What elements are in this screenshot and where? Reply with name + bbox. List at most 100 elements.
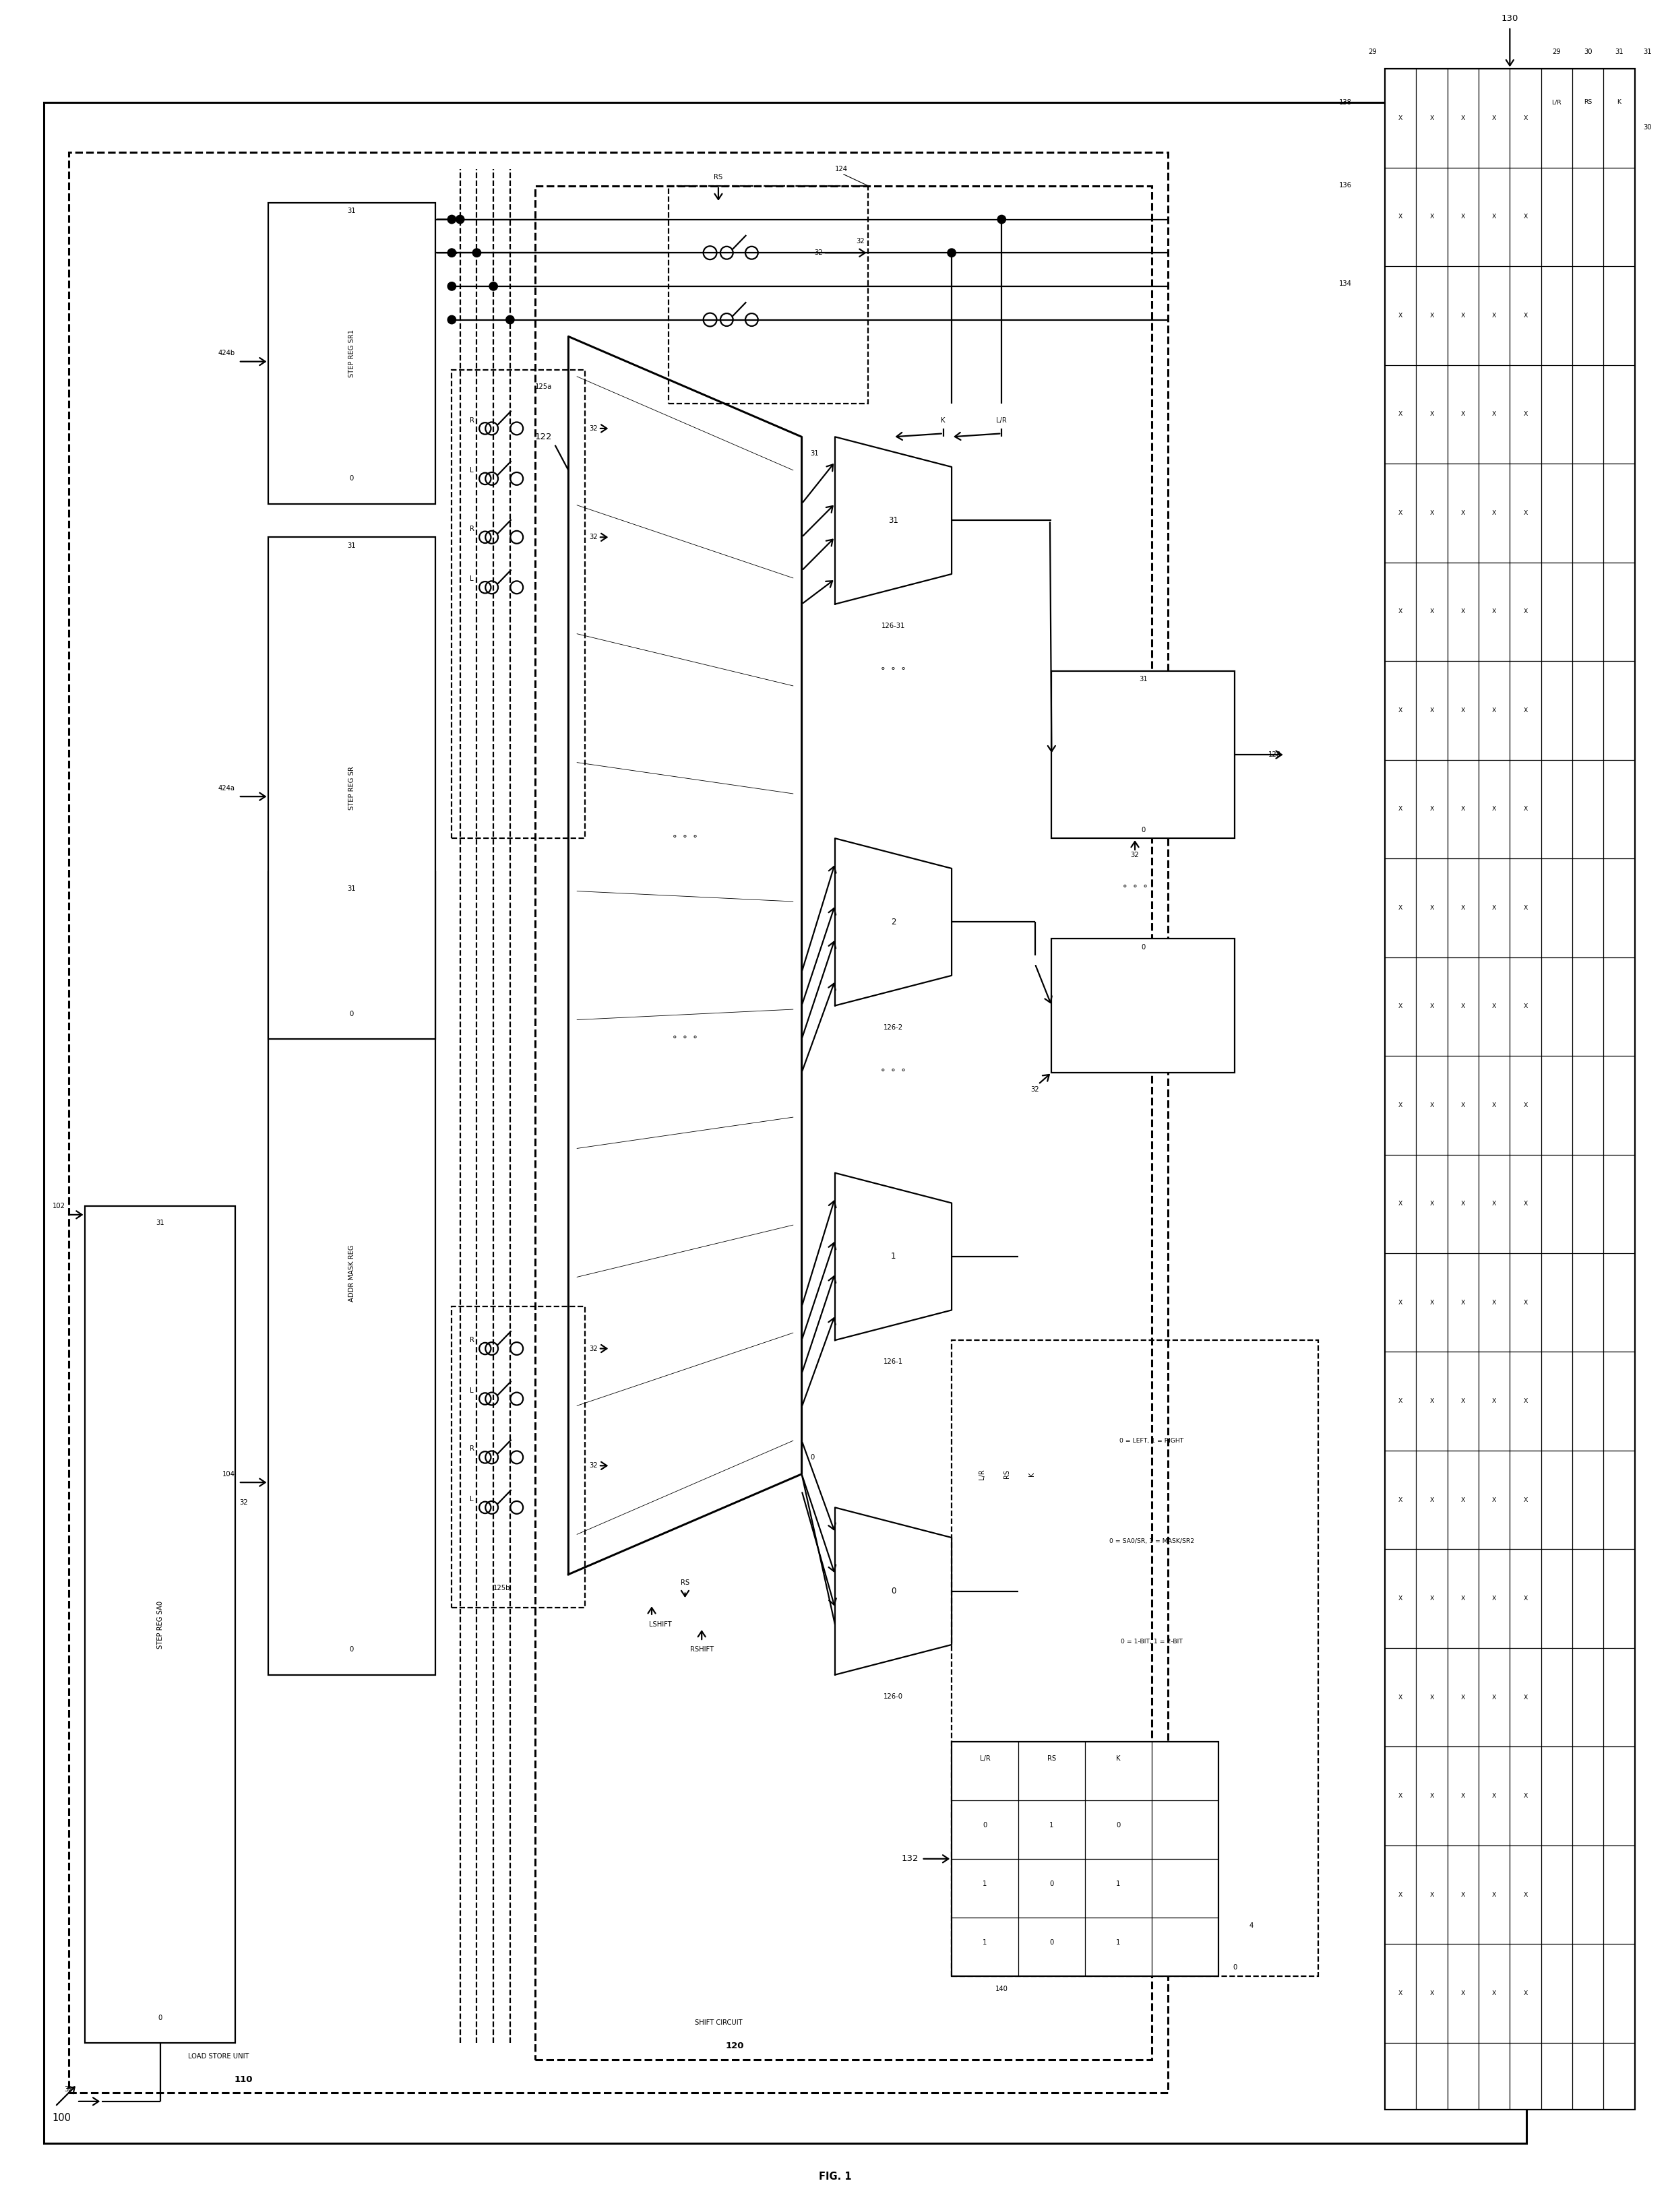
Text: 0: 0 xyxy=(1049,1940,1054,1947)
Text: X: X xyxy=(1461,1298,1465,1305)
Text: X: X xyxy=(1491,1298,1496,1305)
Text: L/R: L/R xyxy=(980,1754,990,1761)
Text: X: X xyxy=(1398,805,1403,812)
Text: X: X xyxy=(1430,1201,1435,1208)
Text: °  °  °: ° ° ° xyxy=(1122,885,1147,894)
Bar xyxy=(1052,670,1234,838)
Text: X: X xyxy=(1430,1398,1435,1405)
Text: X: X xyxy=(1523,805,1528,812)
Text: L: L xyxy=(469,1387,474,1394)
Text: 31: 31 xyxy=(347,885,356,891)
Text: X: X xyxy=(1491,215,1496,219)
Text: 424b: 424b xyxy=(219,349,235,356)
Text: °  °  °: ° ° ° xyxy=(880,666,905,675)
Text: L/R: L/R xyxy=(1551,100,1561,106)
Bar xyxy=(453,369,584,838)
Text: X: X xyxy=(1523,1298,1528,1305)
Text: X: X xyxy=(1523,1891,1528,1898)
Text: 32: 32 xyxy=(590,1345,598,1352)
Text: X: X xyxy=(1491,905,1496,911)
Text: X: X xyxy=(1461,1498,1465,1502)
Text: 31: 31 xyxy=(155,1219,164,1225)
Text: 31: 31 xyxy=(1643,49,1652,55)
Text: 32: 32 xyxy=(813,250,823,257)
Text: X: X xyxy=(1461,1004,1465,1009)
Text: X: X xyxy=(1430,1694,1435,1701)
Text: RS: RS xyxy=(681,1579,690,1586)
Text: 2: 2 xyxy=(890,918,895,927)
Text: X: X xyxy=(1398,1102,1403,1108)
Text: 140: 140 xyxy=(995,1986,1009,1993)
Circle shape xyxy=(448,283,456,290)
Text: X: X xyxy=(1523,1498,1528,1502)
Circle shape xyxy=(489,283,498,290)
Text: X: X xyxy=(1461,1794,1465,1798)
Bar xyxy=(269,538,436,1040)
Text: 0: 0 xyxy=(890,1586,895,1595)
Text: X: X xyxy=(1461,312,1465,319)
Circle shape xyxy=(997,215,1005,223)
Text: L: L xyxy=(469,1495,474,1502)
Text: X: X xyxy=(1491,1595,1496,1601)
Text: 0: 0 xyxy=(1141,827,1146,834)
Text: X: X xyxy=(1491,805,1496,812)
Text: 4: 4 xyxy=(1249,1922,1254,1929)
Text: 122: 122 xyxy=(534,434,551,440)
Text: 32: 32 xyxy=(590,425,598,431)
Text: X: X xyxy=(1523,1794,1528,1798)
Text: K: K xyxy=(1029,1471,1035,1475)
Text: X: X xyxy=(1461,1102,1465,1108)
Text: X: X xyxy=(1461,411,1465,418)
Text: X: X xyxy=(1398,115,1403,122)
Bar xyxy=(952,1340,1318,1975)
Text: X: X xyxy=(1430,411,1435,418)
Text: X: X xyxy=(1461,1891,1465,1898)
Text: X: X xyxy=(1461,905,1465,911)
Text: X: X xyxy=(1461,511,1465,515)
Text: K: K xyxy=(1617,100,1622,106)
Text: X: X xyxy=(1461,1595,1465,1601)
Text: 1: 1 xyxy=(1049,1823,1054,1829)
Text: X: X xyxy=(1430,1891,1435,1898)
Text: 130: 130 xyxy=(1501,13,1518,22)
Text: 31: 31 xyxy=(347,208,356,215)
Text: 31: 31 xyxy=(347,542,356,549)
Bar xyxy=(534,186,1152,2059)
Bar xyxy=(269,872,436,1674)
Text: 32: 32 xyxy=(590,1462,598,1469)
Text: X: X xyxy=(1430,1004,1435,1009)
Text: X: X xyxy=(1491,1794,1496,1798)
Text: X: X xyxy=(1523,1991,1528,1997)
Text: 0: 0 xyxy=(349,476,354,482)
Text: 136: 136 xyxy=(1339,181,1351,188)
Text: X: X xyxy=(1491,1004,1496,1009)
Text: L: L xyxy=(469,467,474,473)
Text: RSHIFT: RSHIFT xyxy=(690,1646,713,1652)
Text: X: X xyxy=(1398,1004,1403,1009)
Text: K: K xyxy=(1116,1754,1121,1761)
Text: X: X xyxy=(1461,215,1465,219)
Circle shape xyxy=(947,248,955,257)
Text: FIG. 1: FIG. 1 xyxy=(818,2172,852,2181)
Text: 0: 0 xyxy=(810,1453,815,1460)
Text: X: X xyxy=(1491,1201,1496,1208)
Text: 0: 0 xyxy=(1232,1964,1237,1971)
Text: STEP REG SR1: STEP REG SR1 xyxy=(349,330,356,378)
Text: RS: RS xyxy=(715,175,723,181)
Text: X: X xyxy=(1523,312,1528,319)
Text: X: X xyxy=(1398,215,1403,219)
Text: STEP REG SR: STEP REG SR xyxy=(349,765,356,810)
Circle shape xyxy=(448,248,456,257)
Text: R: R xyxy=(469,1336,474,1343)
Text: X: X xyxy=(1523,1201,1528,1208)
Bar xyxy=(668,186,868,403)
Bar xyxy=(269,204,436,504)
Text: X: X xyxy=(1491,511,1496,515)
Text: 0: 0 xyxy=(349,1646,354,1652)
Text: X: X xyxy=(1491,115,1496,122)
Text: X: X xyxy=(1430,905,1435,911)
Text: X: X xyxy=(1491,1891,1496,1898)
Text: 31: 31 xyxy=(1139,677,1147,684)
Text: 102: 102 xyxy=(52,1203,65,1210)
Text: X: X xyxy=(1461,115,1465,122)
